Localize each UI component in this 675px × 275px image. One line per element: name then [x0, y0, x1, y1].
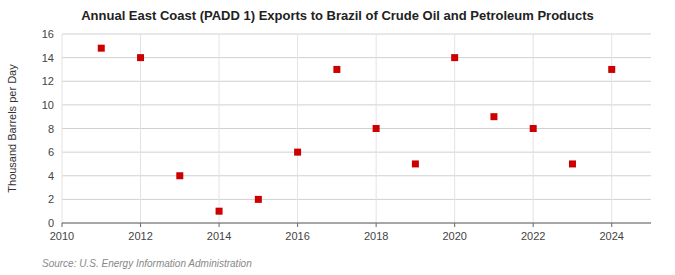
x-tick [62, 223, 63, 227]
points [98, 45, 615, 215]
point [451, 54, 458, 61]
x-tick-label: 2012 [128, 230, 152, 242]
y-tick-label: 8 [48, 123, 54, 135]
y-grid-line [62, 104, 651, 105]
point [373, 125, 380, 132]
point [530, 125, 537, 132]
x-tick [376, 223, 377, 227]
y-tick-label: 0 [48, 217, 54, 229]
point [569, 160, 576, 167]
y-tick-label: 10 [42, 99, 54, 111]
x-tick [297, 223, 298, 227]
x-tick [219, 223, 220, 227]
point [98, 45, 105, 52]
y-grid-line [62, 199, 651, 200]
x-grid-line [611, 34, 612, 223]
grid [62, 34, 651, 223]
point [255, 196, 262, 203]
point [137, 54, 144, 61]
x-tick [533, 223, 534, 227]
x-tick-label: 2018 [364, 230, 388, 242]
y-axis-label: Thousand Barrels per Day [6, 64, 18, 193]
x-tick-label: 2022 [521, 230, 545, 242]
x-grid-line [62, 34, 63, 223]
y-grid-line [62, 223, 651, 224]
point [216, 208, 223, 215]
point [490, 113, 497, 120]
y-grid-line [62, 175, 651, 176]
x-tick [140, 223, 141, 227]
y-grid-line [62, 57, 651, 58]
y-grid-line [62, 34, 651, 35]
y-tick-label: 4 [48, 170, 54, 182]
point [294, 149, 301, 156]
y-tick-label: 14 [42, 52, 54, 64]
x-tick-label: 2014 [207, 230, 231, 242]
x-grid-line [140, 34, 141, 223]
x-tick-label: 2024 [599, 230, 623, 242]
title: Annual East Coast (PADD 1) Exports to Br… [81, 8, 594, 23]
y-grid-line [62, 152, 651, 153]
y-tick-label: 2 [48, 193, 54, 205]
chart: Annual East Coast (PADD 1) Exports to Br… [0, 0, 675, 275]
x-tick [611, 223, 612, 227]
source-note: Source: U.S. Energy Information Administ… [42, 258, 252, 269]
x-axis-line [62, 223, 651, 224]
point [176, 172, 183, 179]
y-tick-label: 6 [48, 146, 54, 158]
y-tick-label: 12 [42, 75, 54, 87]
x-tick-label: 2010 [50, 230, 74, 242]
x-grid-line [219, 34, 220, 223]
x-tick-label: 2016 [285, 230, 309, 242]
x-grid-line [454, 34, 455, 223]
y-grid-line [62, 128, 651, 129]
x-grid-line [297, 34, 298, 223]
x-tick-label: 2020 [442, 230, 466, 242]
point [412, 160, 419, 167]
point [608, 66, 615, 73]
y-grid-line [62, 81, 651, 82]
y-tick-label: 16 [42, 28, 54, 40]
axes: 0 2 4 6 8 10 12 14 16 2010 2012 2014 2016 2018 2020 202… [42, 28, 651, 242]
x-tick [454, 223, 455, 227]
point [333, 66, 340, 73]
